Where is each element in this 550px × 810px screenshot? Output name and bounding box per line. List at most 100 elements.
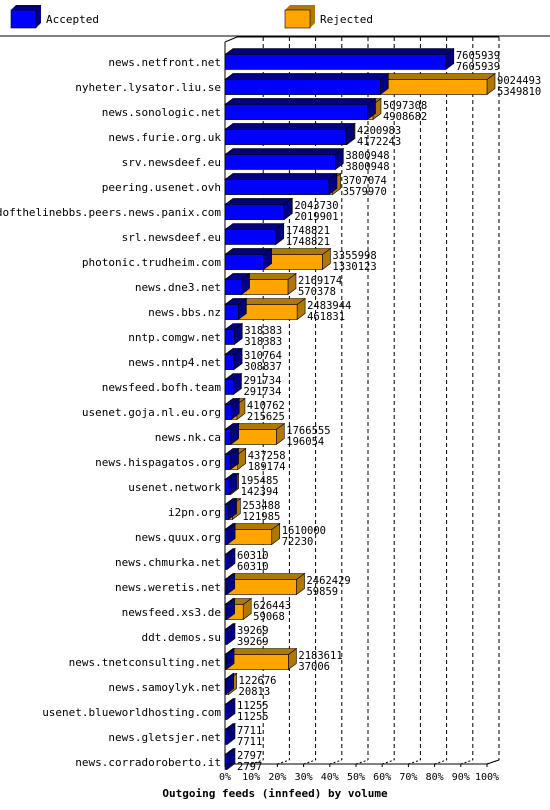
chart-title: Outgoing feeds (innfeed) by volume [162,787,388,800]
value-label-total: 410762 [247,400,285,412]
bar-row-nyheter-lysator-liu-se [224,72,496,96]
bar-accepted-face [224,229,277,245]
value-label-total: 3800948 [345,150,389,162]
value-label-total: 2483944 [307,300,351,312]
bar-accepted [224,572,236,596]
bar-accepted [224,747,236,771]
bar-accepted [224,422,240,446]
bar-accepted-face [224,554,228,570]
legend: Accepted Rejected [10,5,373,29]
category-label: usenet.network [128,481,221,494]
value-label-accepted: 318383 [244,336,282,348]
category-label: news.sonologic.net [102,106,221,119]
x-axis: 0% 10% 20% 30% 40% 50% 60% 70% 80% 90% 100% [219,759,500,783]
bar-accepted [224,622,236,646]
bar-accepted-face [224,629,228,645]
bar-rejected-face [224,654,289,670]
bar-accepted [224,222,285,246]
value-label-accepted: 570378 [298,286,336,298]
bar-accepted-top [224,123,356,130]
value-label-accepted: 20813 [239,686,271,698]
value-label-total: 3355998 [332,250,376,262]
category-label: news.gletsjer.net [108,731,221,744]
value-label-accepted: 308837 [244,361,282,373]
legend-label: Accepted [46,13,99,26]
category-label: news.hispagatos.org [95,456,221,469]
category-label: i2pn.org [168,506,221,519]
legend-swatch [284,9,311,29]
bar-accepted-face [224,454,231,470]
value-label-accepted: 60310 [237,561,269,573]
bar-accepted-top [224,73,390,80]
grid-foot [382,759,395,765]
value-label-accepted: 72230 [282,536,314,548]
bar-row-i2pn-org [224,497,242,521]
bar-row-news-quux-org [224,522,281,546]
value-label-total: 318383 [244,325,282,337]
category-label: news.bbs.nz [148,306,221,319]
value-label-accepted: 142394 [241,486,279,498]
category-label: news.tnetconsulting.net [69,656,221,669]
value-label-accepted: 1748821 [286,236,330,248]
value-label-accepted: 4908682 [383,111,427,123]
bar-accepted-face [224,129,347,145]
bar-accepted-top [224,48,455,55]
bar-accepted [224,522,236,546]
value-label-total: 3707074 [343,175,387,187]
bar-accepted [224,722,236,746]
category-label: peering.usenet.ovh [102,181,221,194]
bar-accepted-face [224,404,232,420]
bar-accepted [224,172,338,196]
bar-accepted [224,672,235,696]
bar-accepted-face [224,204,284,220]
value-label-total: 2043730 [294,200,338,212]
bar-accepted-top [224,148,345,155]
x-tick-label: 90% [452,772,470,783]
bar-accepted [224,497,238,521]
bar-accepted-face [224,179,330,195]
category-label: newsfeed.xs3.de [122,606,221,619]
value-label-accepted: 196054 [286,436,324,448]
bar-accepted-face [224,254,264,270]
bar-row-usenet-blueworldhosting-com [224,697,236,721]
bar-accepted [224,397,241,421]
bar-accepted-face [224,329,235,345]
value-label-accepted: 189174 [248,461,286,473]
value-label-total: 1766555 [286,425,330,437]
bar-accepted [224,372,243,396]
bar-accepted [224,147,345,171]
category-label: news.furie.org.uk [108,131,221,144]
x-tick-label: 10% [242,772,260,783]
bar-accepted-face [224,79,381,95]
value-label-accepted: 2019901 [294,211,338,223]
bar-accepted [224,47,455,71]
grid-foot [434,759,447,765]
bar-row-newsfeed-bofh-team [224,372,243,396]
bar-accepted-face [224,704,228,720]
bar-row-photonic-trudheim-com [224,247,332,271]
value-label-total: 291734 [243,375,281,387]
bar-accepted [224,272,251,296]
category-label: news.dne3.net [135,281,221,294]
value-label-accepted: 461831 [307,311,345,323]
bar-accepted [224,647,235,671]
grid-foot [329,759,342,765]
bar-accepted-face [224,679,226,695]
bar-accepted [224,347,243,371]
grid-foot [355,759,369,765]
bar-accepted-face [224,54,447,70]
value-label-total: 2797 [237,750,262,762]
category-label: news.samoylyk.net [108,681,221,694]
bar-accepted [224,472,239,496]
value-label-total: 4200983 [357,125,401,137]
value-label-total: 7605939 [456,50,500,62]
bar-accepted-face [224,579,228,595]
bar-accepted [224,197,293,221]
category-label: news.corradoroberto.it [75,756,221,769]
bar-row-srv-newsdeef-eu [224,147,345,171]
value-label-accepted: 11255 [237,711,269,723]
bar-row-nntp-comgw-net [224,322,244,346]
bar-row-news-furie-org-uk [224,122,356,146]
bar-accepted [224,97,377,121]
value-label-accepted: 4172243 [357,136,401,148]
